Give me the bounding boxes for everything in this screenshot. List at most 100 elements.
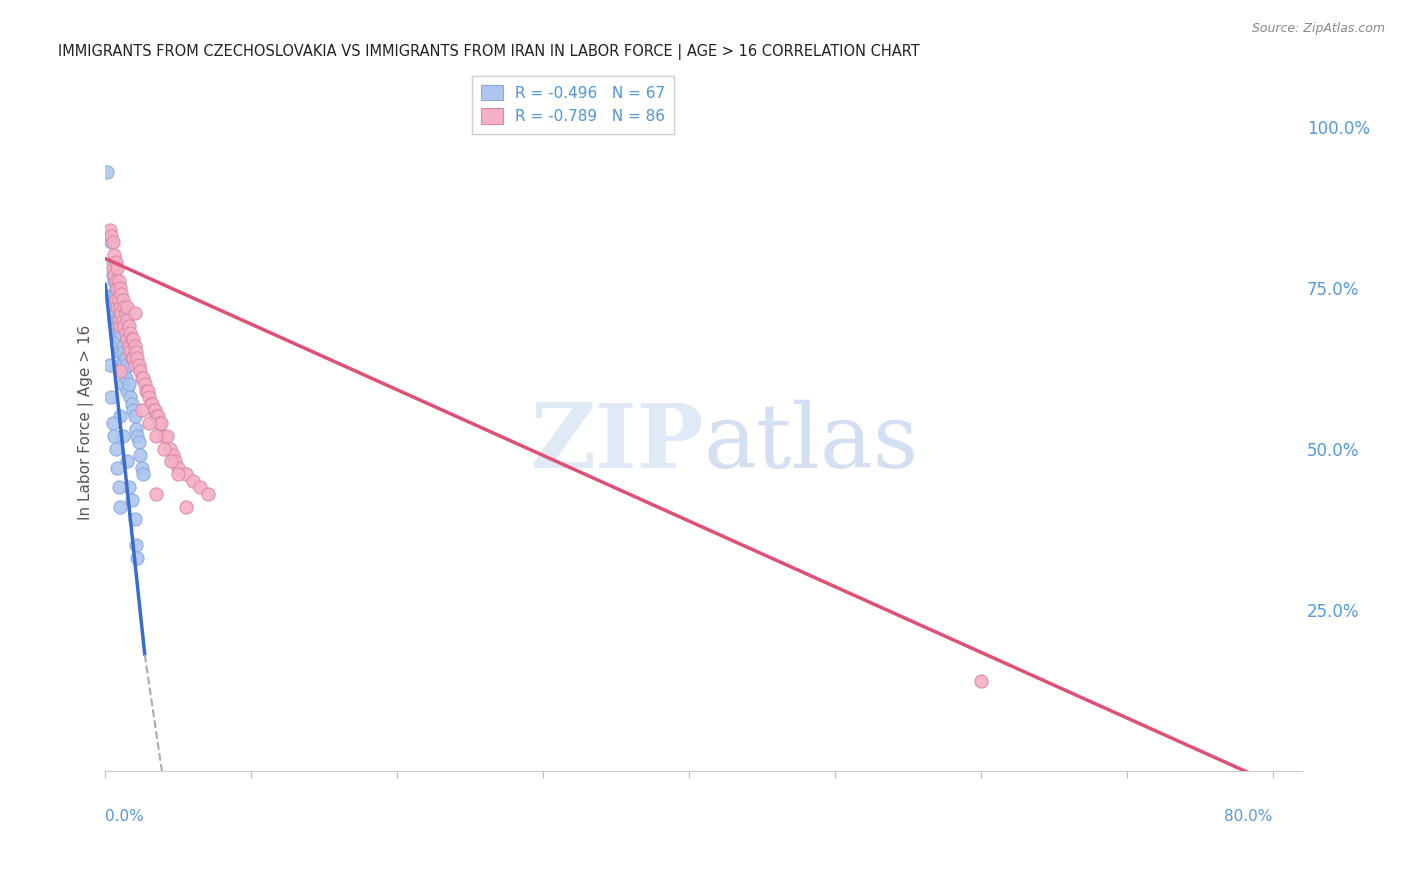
Point [107, 312, 129, 326]
Point [138, 390, 160, 404]
Point [107, 274, 129, 288]
Point [107, 293, 129, 308]
Point [112, 319, 135, 334]
Point [100, 390, 122, 404]
Point [136, 384, 159, 398]
Point [103, 248, 125, 262]
Point [107, 300, 129, 314]
Point [105, 338, 128, 352]
Point [112, 364, 135, 378]
Point [103, 268, 125, 282]
Point [149, 416, 172, 430]
Point [124, 306, 146, 320]
Point [118, 319, 141, 334]
Point [108, 500, 131, 514]
Point [98, 222, 121, 236]
Point [104, 293, 127, 308]
Point [105, 312, 128, 326]
Point [142, 403, 165, 417]
Point [104, 274, 127, 288]
Point [122, 403, 145, 417]
Point [114, 306, 136, 320]
Point [101, 287, 124, 301]
Point [108, 319, 131, 334]
Point [111, 312, 134, 326]
Point [104, 326, 127, 340]
Point [108, 300, 131, 314]
Point [197, 486, 219, 500]
Point [156, 428, 179, 442]
Point [98, 358, 121, 372]
Point [129, 364, 152, 378]
Point [107, 312, 129, 326]
Point [112, 300, 135, 314]
Point [108, 358, 131, 372]
Point [122, 332, 145, 346]
Point [105, 261, 128, 276]
Point [105, 280, 128, 294]
Point [127, 351, 149, 366]
Point [108, 332, 131, 346]
Legend: R = -0.496   N = 67, R = -0.789   N = 86: R = -0.496 N = 67, R = -0.789 N = 86 [472, 76, 673, 134]
Point [104, 254, 127, 268]
Point [145, 409, 167, 424]
Point [107, 345, 129, 359]
Point [181, 474, 204, 488]
Point [134, 377, 156, 392]
Point [132, 467, 155, 482]
Point [104, 442, 127, 456]
Point [125, 422, 148, 436]
Point [165, 454, 187, 468]
Point [117, 384, 139, 398]
Point [138, 416, 160, 430]
Point [117, 312, 139, 326]
Point [117, 300, 139, 314]
Text: IMMIGRANTS FROM CZECHOSLOVAKIA VS IMMIGRANTS FROM IRAN IN LABOR FORCE | AGE > 16: IMMIGRANTS FROM CZECHOSLOVAKIA VS IMMIGR… [58, 44, 920, 60]
Point [124, 409, 146, 424]
Point [103, 312, 125, 326]
Point [139, 396, 162, 410]
Point [114, 351, 136, 366]
Point [152, 428, 174, 442]
Point [135, 384, 157, 398]
Point [112, 345, 135, 359]
Point [127, 428, 149, 442]
Point [110, 306, 132, 320]
Text: Source: ZipAtlas.com: Source: ZipAtlas.com [1251, 22, 1385, 36]
Point [131, 403, 153, 417]
Text: 80.0%: 80.0% [1225, 809, 1272, 824]
Point [114, 326, 136, 340]
Point [152, 442, 174, 456]
Point [162, 448, 184, 462]
Point [96, 164, 118, 178]
Point [129, 448, 152, 462]
Point [121, 493, 143, 508]
Point [131, 370, 153, 384]
Point [124, 338, 146, 352]
Point [120, 345, 142, 359]
Point [120, 390, 142, 404]
Point [160, 454, 183, 468]
Point [124, 512, 146, 526]
Point [110, 364, 132, 378]
Text: 0.0%: 0.0% [105, 809, 145, 824]
Point [110, 326, 132, 340]
Point [125, 538, 148, 552]
Point [121, 351, 143, 366]
Point [117, 454, 139, 468]
Point [141, 396, 163, 410]
Point [118, 480, 141, 494]
Point [105, 300, 128, 314]
Point [174, 500, 197, 514]
Point [111, 338, 134, 352]
Point [105, 287, 128, 301]
Point [145, 428, 167, 442]
Y-axis label: In Labor Force | Age > 16: In Labor Force | Age > 16 [79, 326, 94, 520]
Point [107, 480, 129, 494]
Point [121, 332, 143, 346]
Point [124, 358, 146, 372]
Point [105, 326, 128, 340]
Point [103, 274, 125, 288]
Point [128, 435, 150, 450]
Point [108, 306, 131, 320]
